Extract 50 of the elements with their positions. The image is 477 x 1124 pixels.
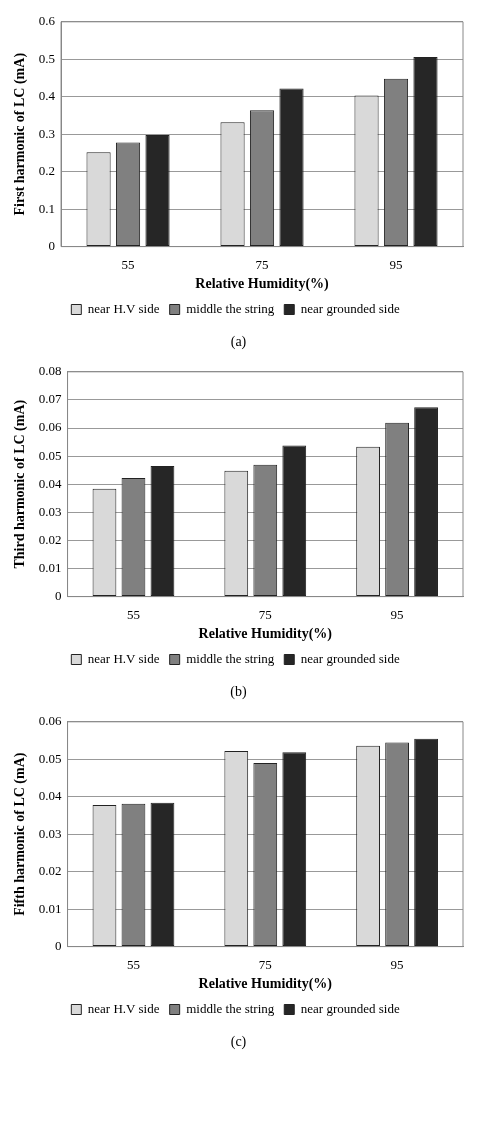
x-tick-label: 95 [389,256,403,272]
x-tick-label: 95 [390,956,404,972]
y-tick-label: 0.5 [38,50,56,66]
y-tick-label: 0 [55,588,62,604]
y-tick-label: 0.08 [38,363,62,379]
y-tick-label: 0.04 [38,475,63,491]
y-tick-label: 0 [55,938,62,954]
x-tick-label: 95 [390,606,404,622]
legend-label: near grounded side [300,1000,400,1016]
y-tick-label: 0.3 [38,125,56,141]
x-axis-title: Relative Humidity(%) [198,976,333,993]
y-tick-label: 0.2 [38,163,56,179]
x-tick-label: 75 [258,606,272,622]
y-tick-label: 0.01 [38,559,62,575]
y-tick-label: 0.6 [38,13,56,29]
y-axis-title: Third harmonic of LC (mA) [12,399,29,569]
y-tick-label: 0.02 [38,531,62,547]
x-tick-label: 75 [255,256,269,272]
legend-label: near grounded side [300,300,400,316]
legend-label: near H.V side [87,1000,160,1016]
y-tick-label: 0.01 [38,900,62,916]
y-tick-label: 0.04 [38,788,63,804]
y-tick-label: 0.05 [38,750,62,766]
y-tick-label: 0.1 [38,200,56,216]
legend-label: near H.V side [87,650,160,666]
x-tick-label: 55 [126,956,140,972]
text: (a) [229,334,248,350]
legend-label: middle the string [186,300,275,316]
text: (b) [229,684,248,700]
y-tick-label: 0.03 [38,825,62,841]
text: (c) [229,1034,248,1050]
y-tick-label: 0.03 [38,503,62,519]
x-tick-label: 55 [121,256,135,272]
y-tick-label: 0.02 [38,863,62,879]
y-tick-label: 0.06 [38,419,63,435]
legend-label: near grounded side [300,650,400,666]
x-tick-label: 75 [258,956,272,972]
legend-label: middle the string [186,650,275,666]
x-tick-label: 55 [126,606,140,622]
y-tick-label: 0.4 [38,88,56,104]
y-tick-label: 0.05 [38,447,62,463]
y-axis-title: First harmonic of LC (mA) [12,52,29,216]
x-axis-title: Relative Humidity(%) [195,276,330,293]
legend-label: middle the string [186,1000,275,1016]
y-tick-label: 0 [48,238,56,254]
y-tick-label: 0.07 [38,391,63,407]
y-axis-title: Fifth harmonic of LC (mA) [12,752,29,916]
x-axis-title: Relative Humidity(%) [198,626,333,643]
legend-label: near H.V side [87,300,160,316]
y-tick-label: 0.06 [38,713,63,729]
